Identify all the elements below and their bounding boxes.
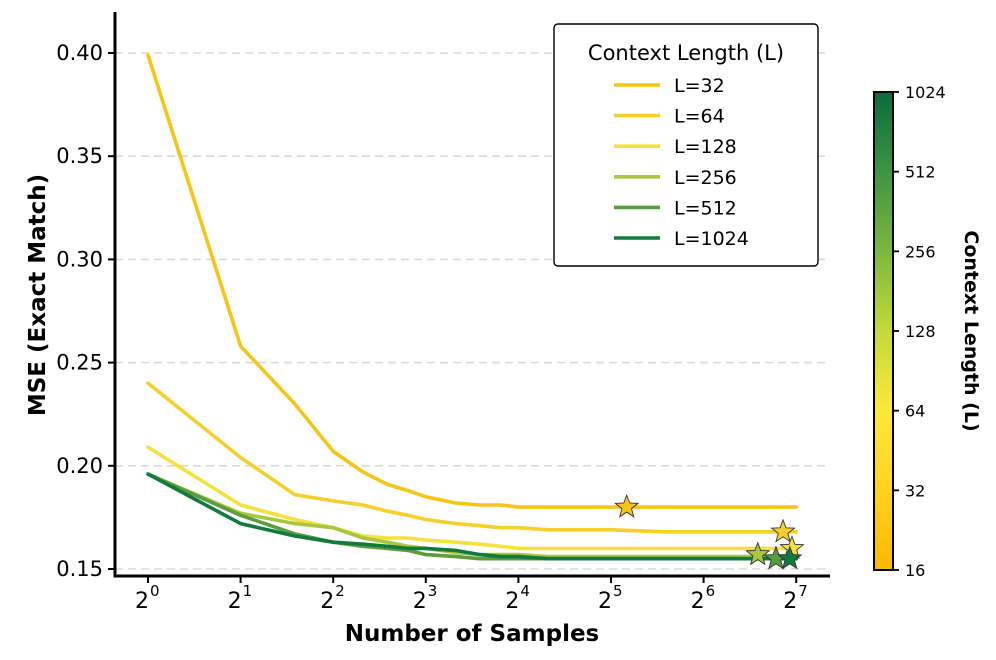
y-tick-label: 0.25 [56,351,103,375]
grid-lines [115,52,830,570]
series-lines [146,53,799,561]
x-tick-exponent: 0 [150,582,160,600]
best-star-L=32 [614,493,640,518]
x-tick-label: 2 [598,589,612,614]
legend-title: Context Length (L) [588,41,784,65]
colorbar-gradient [873,91,894,571]
y-tick-label: 0.30 [56,247,103,271]
series-line-L=1024 [146,472,799,561]
x-tick-exponent: 3 [428,582,438,600]
legend-label: L=1024 [674,228,749,250]
x-tick-label: 2 [228,589,242,614]
series-line-L=64 [146,381,799,534]
x-tick-exponent: 4 [520,582,530,600]
legend: Context Length (L) L=32 L=64 L=128 L=256 L=51… [553,23,819,267]
x-tick-label: 2 [783,589,797,614]
legend-label: L=64 [674,106,725,128]
axes [113,12,830,578]
best-star-L=1024 [777,545,803,570]
series-line-L=512 [146,472,799,561]
colorbar-label: Context Length (L) [960,230,982,431]
x-tick-label: 2 [320,589,334,614]
colorbar-tick-label: 32 [905,481,925,500]
colorbar-tick-label: 256 [905,242,936,261]
y-tick-labels: 0.15 0.20 0.25 0.30 0.35 0.40 [56,41,115,581]
colorbar-tick-label: 128 [905,322,936,341]
colorbar-tick-label: 512 [905,163,936,182]
colorbar-tick-label: 16 [905,561,925,580]
x-axis-label: Number of Samples [345,621,600,647]
best-markers [614,493,805,570]
legend-label: L=256 [674,167,737,189]
series-line-L=32 [146,53,799,509]
x-tick-exponent: 1 [243,582,253,600]
y-tick-label: 0.35 [56,144,103,168]
y-tick-label: 0.40 [56,41,103,65]
colorbar: 16 32 64 128 256 512 1024 Context Length (L) [873,83,982,580]
best-star-L=64 [770,518,796,543]
legend-label: L=32 [674,75,725,97]
y-axis-label: MSE (Exact Match) [25,174,51,416]
colorbar-tick-label: 64 [905,402,925,421]
best-star-L=256 [745,541,771,566]
y-tick-label: 0.15 [56,557,103,581]
y-tick-label: 0.20 [56,454,103,478]
x-tick-exponent: 2 [335,582,345,600]
x-tick-label: 2 [505,589,519,614]
x-tick-label: 2 [413,589,427,614]
legend-label: L=128 [674,136,737,158]
legend-label: L=512 [674,197,737,219]
x-tick-exponent: 7 [798,582,808,600]
x-tick-label: 2 [691,589,705,614]
colorbar-tick-label: 1024 [905,83,946,102]
x-tick-exponent: 6 [706,582,716,600]
x-tick-exponent: 5 [613,582,623,600]
x-tick-label: 2 [135,589,149,614]
